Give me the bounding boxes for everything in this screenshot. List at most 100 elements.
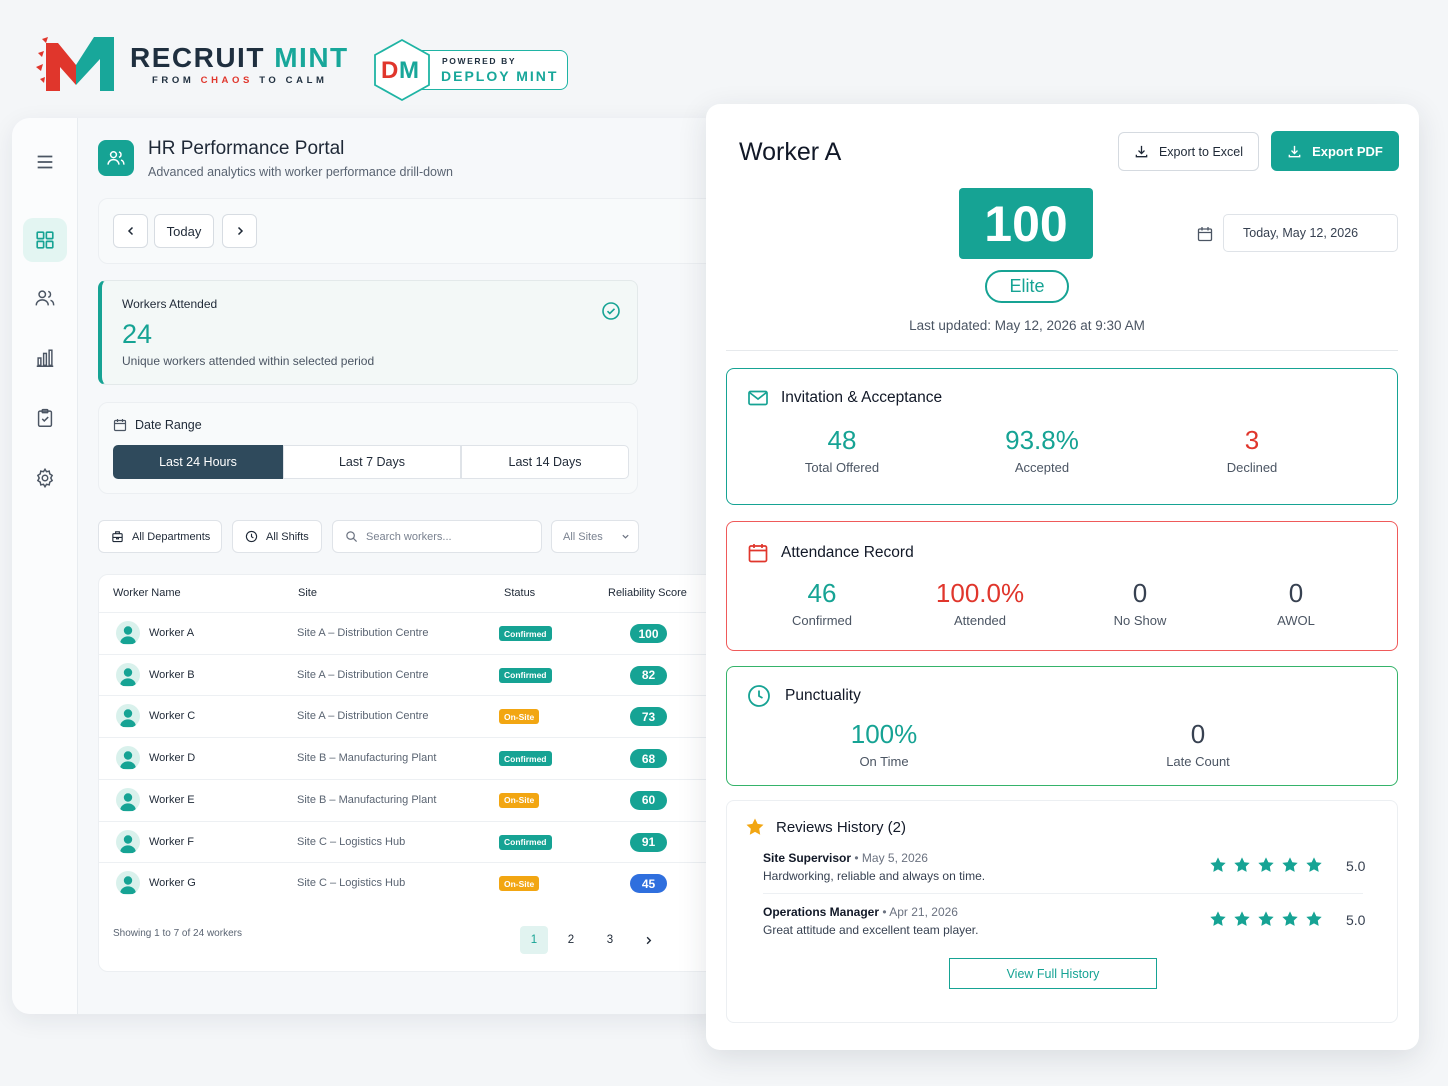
export-pdf-button[interactable]: Export PDF: [1271, 131, 1399, 171]
page-1-button[interactable]: 1: [520, 926, 548, 954]
page-title: HR Performance Portal: [148, 138, 345, 159]
column-header-site[interactable]: Site: [298, 587, 317, 599]
range-last-7-days[interactable]: Last 7 Days: [283, 445, 461, 479]
metric-value: 46: [807, 578, 837, 608]
star-icon: [1210, 911, 1226, 926]
mail-icon: [748, 390, 768, 406]
shift-filter[interactable]: All Shifts: [232, 520, 322, 553]
worker-name[interactable]: Worker A: [149, 627, 195, 639]
sidebar-item-tasks[interactable]: [23, 396, 67, 440]
column-header-status[interactable]: Status: [504, 587, 536, 599]
metric-label: Confirmed: [792, 613, 852, 628]
attendance-title: Attendance Record: [781, 544, 914, 561]
deploy-mint-badge: D M POWERED BY DEPLOY MINT: [372, 38, 572, 102]
status-badge: On-Site: [499, 792, 540, 808]
calendar-icon: [113, 419, 127, 432]
score-badge: 73: [630, 707, 667, 727]
table-row[interactable]: Worker C Site A – Distribution Centre On-S…: [99, 695, 722, 737]
table-row[interactable]: Worker D Site B – Manufacturing Plant Conf…: [99, 737, 722, 779]
range-last-14-days[interactable]: Last 14 Days: [461, 445, 629, 479]
powered-by-label: POWERED BY: [442, 56, 517, 66]
table-row[interactable]: Worker A Site A – Distribution Centre Conf…: [99, 612, 722, 654]
prev-day-button[interactable]: [113, 214, 148, 248]
worker-site: Site B – Manufacturing Plant: [297, 793, 437, 806]
chevron-right-icon: [237, 226, 243, 236]
worker-title: Worker A: [739, 138, 842, 166]
metric-declined: 3 Declined: [1177, 425, 1327, 475]
reliability-score: 100: [959, 188, 1093, 259]
tier-badge: Elite: [985, 270, 1069, 303]
review-rating-stars: [1209, 856, 1323, 874]
search-icon: [346, 531, 358, 543]
metric-total-offered: 48 Total Offered: [767, 425, 917, 475]
chevron-left-icon: [127, 226, 133, 236]
site-filter[interactable]: All Sites: [551, 520, 639, 553]
sidebar-item-users[interactable]: [23, 276, 67, 320]
avatar: [116, 621, 140, 645]
user-avatar-icon: [120, 709, 136, 728]
worker-name[interactable]: Worker C: [149, 710, 196, 723]
metric-label: AWOL: [1277, 613, 1315, 628]
user-avatar-icon: [120, 834, 136, 853]
department-filter-label: All Departments: [132, 530, 211, 543]
review-score: 5.0: [1346, 912, 1366, 928]
next-day-button[interactable]: [222, 214, 257, 248]
column-header-name[interactable]: Worker Name: [113, 587, 181, 599]
reviews-history-section: Reviews History (2) Site Supervisor • Ma…: [726, 800, 1398, 1023]
metric-accepted: 93.8% Accepted: [967, 425, 1117, 475]
worker-name[interactable]: Worker G: [149, 877, 196, 890]
range-last-24-hours[interactable]: Last 24 Hours: [113, 445, 283, 479]
worker-name[interactable]: Worker B: [149, 668, 195, 681]
sidebar-item-reports[interactable]: [23, 336, 67, 380]
metric-value: 93.8%: [1005, 425, 1079, 455]
partner-name: DEPLOY MINT: [441, 68, 559, 84]
table-row[interactable]: Worker F Site C – Logistics Hub Confirmed 9…: [99, 820, 722, 863]
divider: [763, 893, 1363, 894]
search-placeholder: Search workers...: [366, 530, 452, 543]
svg-text:M: M: [399, 57, 419, 84]
dashboard-icon: [36, 231, 54, 249]
page-2-button[interactable]: 2: [567, 934, 575, 946]
export-excel-label: Export to Excel: [1158, 144, 1244, 159]
worker-name[interactable]: Worker E: [149, 793, 195, 806]
department-filter[interactable]: All Departments: [98, 520, 222, 553]
score-badge: 100: [630, 624, 667, 643]
review-author: Operations Manager • Apr 21, 2026: [763, 905, 958, 919]
worker-site: Site B – Manufacturing Plant: [297, 752, 437, 765]
today-button[interactable]: Today: [154, 214, 214, 248]
score-badge: 60: [630, 790, 667, 810]
page-3-button[interactable]: 3: [606, 934, 614, 946]
status-badge: Confirmed: [499, 751, 552, 767]
search-input[interactable]: Search workers...: [332, 520, 542, 553]
table-row[interactable]: Worker G Site C – Logistics Hub On-Site 45: [99, 862, 722, 904]
worker-name[interactable]: Worker F: [149, 835, 195, 848]
table-row[interactable]: Worker E Site B – Manufacturing Plant On-S…: [99, 778, 722, 821]
star-icon: [1306, 857, 1322, 872]
svg-text:D: D: [381, 57, 398, 84]
shift-filter-label: All Shifts: [266, 530, 309, 543]
reviews-title: Reviews History (2): [776, 819, 907, 836]
score-badge: 45: [630, 874, 667, 894]
table-row[interactable]: Worker B Site A – Distribution Centre Conf…: [99, 653, 722, 696]
calendar-icon[interactable]: [1197, 226, 1213, 242]
view-full-history-button[interactable]: View Full History: [949, 958, 1157, 989]
star-icon: [1258, 911, 1274, 926]
status-badge: Confirmed: [499, 834, 552, 850]
sidebar-item-dashboard[interactable]: [23, 218, 67, 262]
metric-label: Attended: [953, 613, 1007, 628]
star-icon: [1234, 911, 1250, 926]
site-filter-label: All Sites: [563, 530, 603, 543]
score-badge: 82: [630, 665, 667, 685]
date-picker-input[interactable]: Today, May 12, 2026: [1223, 214, 1398, 252]
metric-value: 0: [1288, 578, 1304, 608]
column-header-score[interactable]: Reliability Score: [608, 587, 687, 599]
export-excel-button[interactable]: Export to Excel: [1118, 132, 1259, 171]
next-page-button[interactable]: [634, 926, 662, 954]
metric-value: 0: [1132, 578, 1148, 608]
sidebar-item-settings[interactable]: [23, 456, 67, 500]
date-range-card: Date Range Last 24 Hours Last 7 Days Las…: [98, 402, 638, 494]
divider: [726, 350, 1398, 351]
deploy-mint-hex-icon: D M: [374, 38, 430, 102]
sidebar-menu-button[interactable]: [23, 140, 67, 184]
worker-name[interactable]: Worker D: [149, 752, 196, 765]
